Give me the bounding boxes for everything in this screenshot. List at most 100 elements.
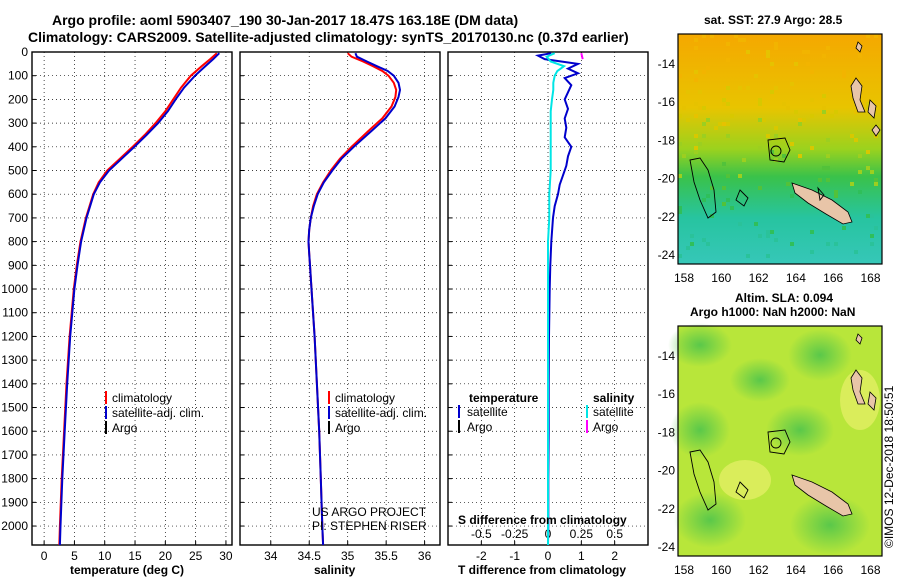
sst-pixel <box>850 134 854 138</box>
sla-reefs <box>689 429 791 511</box>
legend-climatology: climatology <box>112 391 172 405</box>
sst-pixel <box>842 74 846 78</box>
sst-pixel <box>702 34 706 38</box>
sst-pixel <box>810 146 814 150</box>
sst-pixel <box>774 126 778 130</box>
sla-blob <box>766 404 834 456</box>
sst-pixel <box>762 118 766 122</box>
sst-pixel <box>870 214 874 218</box>
sst-pixel <box>722 122 726 126</box>
sla-blob <box>668 323 732 367</box>
s-difference-label: S difference from climatology <box>458 513 627 527</box>
sst-pixel <box>870 170 874 174</box>
sla-blob <box>674 492 746 548</box>
x-tick-label: 5 <box>71 549 78 563</box>
legend-climatology-swatch <box>105 391 107 404</box>
s-tick-label: -0.25 <box>501 527 529 541</box>
sst-pixel <box>686 246 690 250</box>
lat-label: -16 <box>658 387 676 401</box>
sst-pixel <box>682 106 686 110</box>
depth-label: 300 <box>8 116 28 130</box>
sst-pixel <box>842 70 846 74</box>
sst-pixel <box>694 114 698 118</box>
legend-t-argo-swatch <box>458 420 460 433</box>
sst-pixel <box>782 102 786 106</box>
sla-lon-labels: 158 160 162 164 166 168 <box>674 563 881 577</box>
sst-pixel <box>766 134 770 138</box>
sst-pixel <box>746 50 750 54</box>
depth-label: 1400 <box>1 377 28 391</box>
sla-map-frame <box>677 325 883 557</box>
series-line-climatology <box>58 52 218 546</box>
sst-pixel <box>786 106 790 110</box>
sst-pixel <box>754 74 758 78</box>
x-tick-label: 0 <box>41 549 48 563</box>
legend-satellite-swatch <box>328 406 330 419</box>
project-annotation: US ARGO PROJECT <box>312 505 427 519</box>
island-shape <box>855 41 863 53</box>
reef-outline <box>817 186 825 202</box>
reef-outline <box>735 189 749 207</box>
sst-reefs <box>689 137 825 219</box>
sst-pixel <box>782 154 786 158</box>
sst-pixel <box>822 110 826 114</box>
x-tick-label: 30 <box>219 549 233 563</box>
sst-pixel <box>706 194 710 198</box>
x-tick-label: 15 <box>128 549 142 563</box>
sst-pixel <box>714 126 718 130</box>
sst-pixel <box>854 250 858 254</box>
sst-pixel <box>774 46 778 50</box>
legend-temperature-title: temperature <box>469 391 539 405</box>
difference-series <box>534 52 584 546</box>
lat-label: -22 <box>658 502 676 516</box>
lon-label: 166 <box>823 271 843 285</box>
sst-map-frame <box>677 33 883 265</box>
depth-label: 200 <box>8 92 28 106</box>
sst-pixel <box>822 106 826 110</box>
sst-pixel <box>702 198 706 202</box>
temperature-panel: 0100200300400500600700800900100011001200… <box>1 45 233 577</box>
sst-pixel <box>706 118 710 122</box>
sst-field <box>678 34 882 264</box>
sst-pixel <box>726 102 730 106</box>
sst-pixel <box>858 190 862 194</box>
sst-pixel <box>794 62 798 66</box>
sst-pixel <box>798 122 802 126</box>
sst-pixel <box>694 46 698 50</box>
sst-pixel <box>722 102 726 106</box>
sst-pixel <box>722 162 726 166</box>
sst-pixel <box>774 86 778 90</box>
sst-pixel <box>730 206 734 210</box>
sst-pixel <box>826 46 830 50</box>
sst-pixel <box>678 254 682 258</box>
sst-pixel <box>690 242 694 246</box>
x-tick-label: 2 <box>611 549 618 563</box>
sst-pixel <box>710 186 714 190</box>
lat-label: -20 <box>658 464 676 478</box>
sla-blob <box>788 329 852 381</box>
s-tick-label: -0.5 <box>471 527 492 541</box>
lat-label: -14 <box>658 57 676 71</box>
sst-pixel <box>754 222 758 226</box>
sst-lon-labels: 158 160 162 164 166 168 <box>674 271 881 285</box>
chesterfield-reef-outline <box>689 157 717 219</box>
depth-label: 2000 <box>1 519 28 533</box>
sst-pixel <box>734 34 738 38</box>
sla-lat-labels: -14 -16 -18 -20 -22 -24 <box>658 349 676 554</box>
island-shape <box>855 333 863 345</box>
series-line-satellite-adj-clim- <box>58 52 220 546</box>
sst-pixel <box>710 34 714 38</box>
sst-pixel <box>746 86 750 90</box>
sst-pixel <box>710 214 714 218</box>
island-shape <box>871 124 881 137</box>
series-line-climatology <box>307 52 398 546</box>
sst-pixel <box>790 242 794 246</box>
depth-label: 700 <box>8 211 28 225</box>
sst-pixel <box>874 226 878 230</box>
sst-pixel <box>702 106 706 110</box>
sst-pixel <box>866 214 870 218</box>
sst-pixel <box>726 122 730 126</box>
chesterfield-reef-outline <box>689 449 717 511</box>
reef-outline <box>767 137 791 163</box>
sst-pixel <box>810 230 814 234</box>
